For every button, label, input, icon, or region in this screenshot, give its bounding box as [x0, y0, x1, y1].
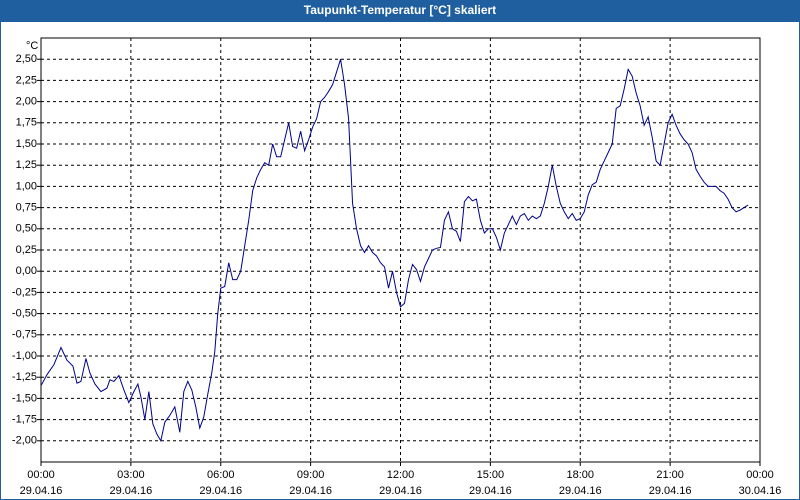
y-tick-label: 1,00 — [16, 180, 37, 192]
y-tick-label: -0,25 — [12, 286, 37, 298]
x-tick-date: 30.04.16 — [739, 485, 782, 497]
y-tick-label: 1,25 — [16, 159, 37, 171]
y-tick-label: -1,50 — [12, 392, 37, 404]
x-tick-label: 00:00 — [746, 469, 774, 481]
x-tick-label: 12:00 — [387, 469, 415, 481]
y-tick-label: -1,75 — [12, 414, 37, 426]
x-tick-date: 29.04.16 — [469, 485, 512, 497]
y-tick-label: 1,50 — [16, 138, 37, 150]
x-tick-label: 06:00 — [207, 469, 235, 481]
y-tick-label: 1,75 — [16, 117, 37, 129]
title-bar — [0, 0, 800, 21]
data-line — [40, 59, 749, 443]
x-tick-label: 18:00 — [566, 469, 594, 481]
y-tick-label: -0,75 — [12, 329, 37, 341]
y-tick-label: -2,00 — [12, 435, 37, 447]
x-tick-label: 09:00 — [297, 469, 325, 481]
y-tick-label: 0,00 — [16, 265, 37, 277]
y-tick-label: 2,50 — [16, 53, 37, 65]
y-tick-label: -0,50 — [12, 308, 37, 320]
y-unit: °C — [26, 40, 38, 52]
y-tick-label: 0,75 — [16, 202, 37, 214]
x-tick-date: 29.04.16 — [109, 485, 152, 497]
x-tick-date: 29.04.16 — [649, 485, 692, 497]
x-tick-date: 29.04.16 — [559, 485, 602, 497]
y-tick-label: 2,00 — [16, 96, 37, 108]
x-tick-date: 29.04.16 — [20, 485, 63, 497]
x-tick-date: 29.04.16 — [199, 485, 242, 497]
x-tick-label: 03:00 — [117, 469, 145, 481]
y-tick-label: -1,00 — [12, 350, 37, 362]
x-tick-date: 29.04.16 — [379, 485, 422, 497]
window-title: Taupunkt-Temperatur [°C] skaliert — [304, 3, 496, 17]
x-tick-date: 29.04.16 — [289, 485, 332, 497]
plot: 2,50 2,25 2,00 1,75 1,50 1,25 1,00 0,75 0,50 0,25… — [12, 37, 782, 497]
y-tick-label: 0,50 — [16, 223, 37, 235]
y-tick-label: -1,25 — [12, 371, 37, 383]
x-tick-label: 21:00 — [656, 469, 684, 481]
x-tick-label: 00:00 — [27, 469, 55, 481]
y-tick-label: 0,25 — [16, 244, 37, 256]
y-tick-label: 2,25 — [16, 74, 37, 86]
x-tick-label: 15:00 — [477, 469, 505, 481]
